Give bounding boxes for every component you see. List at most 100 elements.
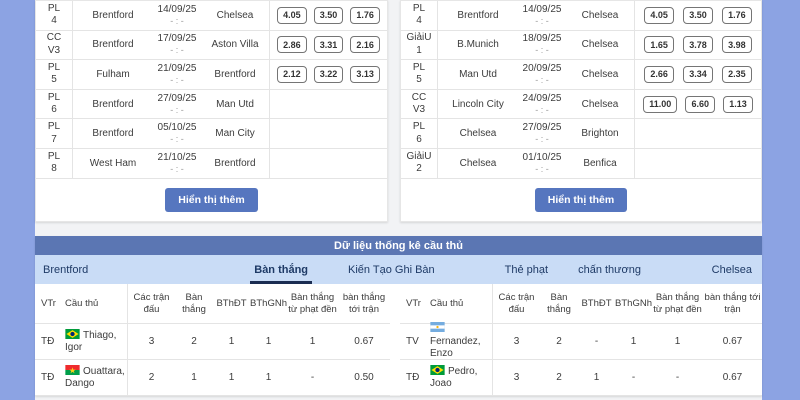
col-player: Cầu thủ — [428, 284, 493, 323]
home-team: West Ham — [89, 157, 137, 169]
match-score: - : - — [170, 134, 184, 145]
tab-injuries[interactable]: chấn thương — [578, 263, 641, 276]
tab-team-chelsea[interactable]: Chelsea — [711, 263, 752, 276]
odd-draw[interactable]: 3.78 — [683, 36, 713, 54]
odd-draw[interactable]: 3.34 — [683, 65, 713, 83]
stat-matches: 3 — [148, 336, 155, 347]
league-round: 6 — [51, 104, 57, 116]
stat-bthdt: 1 — [593, 372, 600, 383]
fixture-row: PL 5 Man Utd 20/09/25- : - Chelsea 2.66 3… — [401, 60, 761, 90]
match-date: 27/09/25 — [522, 122, 562, 134]
fixtures-card-brentford: PL 4 Brentford 14/09/25- : - Chelsea 4.05… — [35, 0, 388, 222]
col-position: VTr — [406, 297, 421, 309]
match-date: 14/09/25 — [522, 3, 562, 15]
odd-away[interactable]: 2.35 — [722, 65, 752, 83]
league-round: V3 — [47, 44, 61, 56]
stat-goals: 2 — [556, 372, 562, 383]
fixture-row: CC V3 Brentford 17/09/25- : - Aston Villa… — [36, 30, 387, 61]
odd-away[interactable]: 3.98 — [722, 36, 752, 54]
fixture-row: GiảiU 1 B.Munich 18/09/25- : - Chelsea 1.… — [401, 30, 761, 61]
show-more-button[interactable]: Hiển thị thêm — [534, 187, 628, 212]
away-team: Man Utd — [216, 98, 254, 110]
league-round: 5 — [51, 74, 57, 86]
odd-away[interactable]: 1.76 — [722, 6, 752, 24]
league-code: PL — [412, 2, 426, 14]
match-date: 24/09/25 — [522, 92, 562, 104]
league-round: 4 — [51, 15, 57, 27]
fixture-row: GiảiU 2 Chelsea 01/10/25- : - Benfica — [401, 148, 761, 179]
odd-draw[interactable]: 3.50 — [683, 6, 713, 24]
col-goals: Bàn thắng — [182, 292, 206, 315]
tab-team-brentford[interactable]: Brentford — [43, 263, 89, 276]
tab-goals[interactable]: Bàn thắng — [250, 255, 313, 284]
home-team: Lincoln City — [452, 98, 504, 110]
odd-draw[interactable]: 3.31 — [313, 36, 344, 54]
tab-assists[interactable]: Kiến Tạo Ghi Bàn — [348, 263, 435, 276]
match-score: - : - — [170, 75, 184, 86]
player-row: TĐ Pedro, Joao 3 2 1 - - 0.67 — [400, 360, 762, 396]
odd-draw[interactable]: 6.60 — [685, 95, 715, 113]
league-code: PL — [47, 91, 61, 103]
stat-bthgnh: 1 — [265, 372, 272, 383]
match-date: 05/10/25 — [157, 122, 197, 134]
match-date: 01/10/25 — [522, 151, 562, 163]
home-team: Brentford — [92, 39, 134, 51]
match-date: 14/09/25 — [157, 3, 197, 15]
fixture-row: CC V3 Lincoln City 24/09/25- : - Chelsea … — [401, 89, 761, 120]
match-score: - : - — [170, 104, 184, 115]
col-penalty-goals: Bàn thắng từ phạt đền — [288, 292, 337, 315]
odd-home[interactable]: 2.12 — [277, 65, 307, 83]
player-position: TĐ — [41, 336, 55, 347]
stat-goals: 1 — [191, 372, 197, 383]
odd-away[interactable]: 1.76 — [350, 6, 380, 24]
odd-draw[interactable]: 3.22 — [313, 65, 344, 83]
home-team: Brentford — [92, 98, 134, 110]
home-team: B.Munich — [457, 39, 499, 51]
league-round: 2 — [416, 163, 422, 175]
col-matches: Các trận đấu — [133, 292, 170, 315]
match-date: 21/09/25 — [157, 63, 197, 75]
match-score: - : - — [535, 134, 549, 145]
fixtures-section: PL 4 Brentford 14/09/25- : - Chelsea 4.05… — [35, 0, 762, 222]
league-round: 4 — [416, 15, 422, 27]
odd-away[interactable]: 2.16 — [350, 36, 380, 54]
tab-cards[interactable]: Thẻ phạt — [504, 263, 549, 276]
player-stats-section: Dữ liệu thống kê cầu thủ Brentford Bàn t… — [35, 236, 762, 396]
player-name: Pedro, Joao — [430, 365, 478, 390]
stat-per-match: 0.67 — [354, 336, 374, 347]
away-team: Benfica — [583, 157, 617, 169]
odd-home[interactable]: 1.65 — [644, 36, 674, 54]
stat-per-match: 0.67 — [722, 372, 743, 383]
odd-home[interactable]: 2.86 — [277, 36, 307, 54]
away-team: Chelsea — [581, 98, 619, 110]
odd-home[interactable]: 4.05 — [277, 6, 307, 24]
match-date: 17/09/25 — [157, 33, 197, 45]
player-table-chelsea: VTr Cầu thủ Các trận đấu Bàn thắng BThĐT… — [400, 284, 762, 396]
league-code: CC — [46, 32, 62, 44]
odd-home[interactable]: 4.05 — [644, 6, 674, 24]
col-bthdt: BThĐT — [216, 297, 247, 309]
col-matches: Các trận đấu — [498, 292, 535, 315]
odd-away[interactable]: 1.13 — [723, 95, 753, 113]
match-score: - : - — [170, 45, 184, 56]
odd-home[interactable]: 11.00 — [643, 95, 678, 113]
home-team: Brentford — [457, 9, 499, 21]
away-team: Brentford — [214, 68, 256, 80]
show-more-button[interactable]: Hiển thị thêm — [165, 187, 258, 212]
content-area: PL 4 Brentford 14/09/25- : - Chelsea 4.05… — [35, 0, 762, 400]
stat-goals: 2 — [556, 336, 562, 347]
odd-draw[interactable]: 3.50 — [313, 6, 344, 24]
away-team: Chelsea — [581, 68, 619, 80]
stat-penalty: 1 — [309, 336, 316, 347]
col-penalty-goals: Bàn thắng từ phạt đền — [653, 292, 702, 315]
stat-bthdt: 1 — [228, 372, 235, 383]
odd-away[interactable]: 3.13 — [350, 65, 380, 83]
away-team: Brentford — [214, 157, 256, 169]
match-score: - : - — [170, 163, 184, 174]
home-team: Brentford — [92, 128, 134, 140]
player-position: TĐ — [41, 372, 55, 383]
fixture-row: PL 8 West Ham 21/10/25- : - Brentford — [36, 148, 387, 179]
player-row: TĐ Thiago, Igor 3 2 1 1 1 0.67 — [35, 324, 390, 360]
odd-home[interactable]: 2.66 — [644, 65, 674, 83]
stat-bthgnh: 1 — [630, 336, 637, 347]
